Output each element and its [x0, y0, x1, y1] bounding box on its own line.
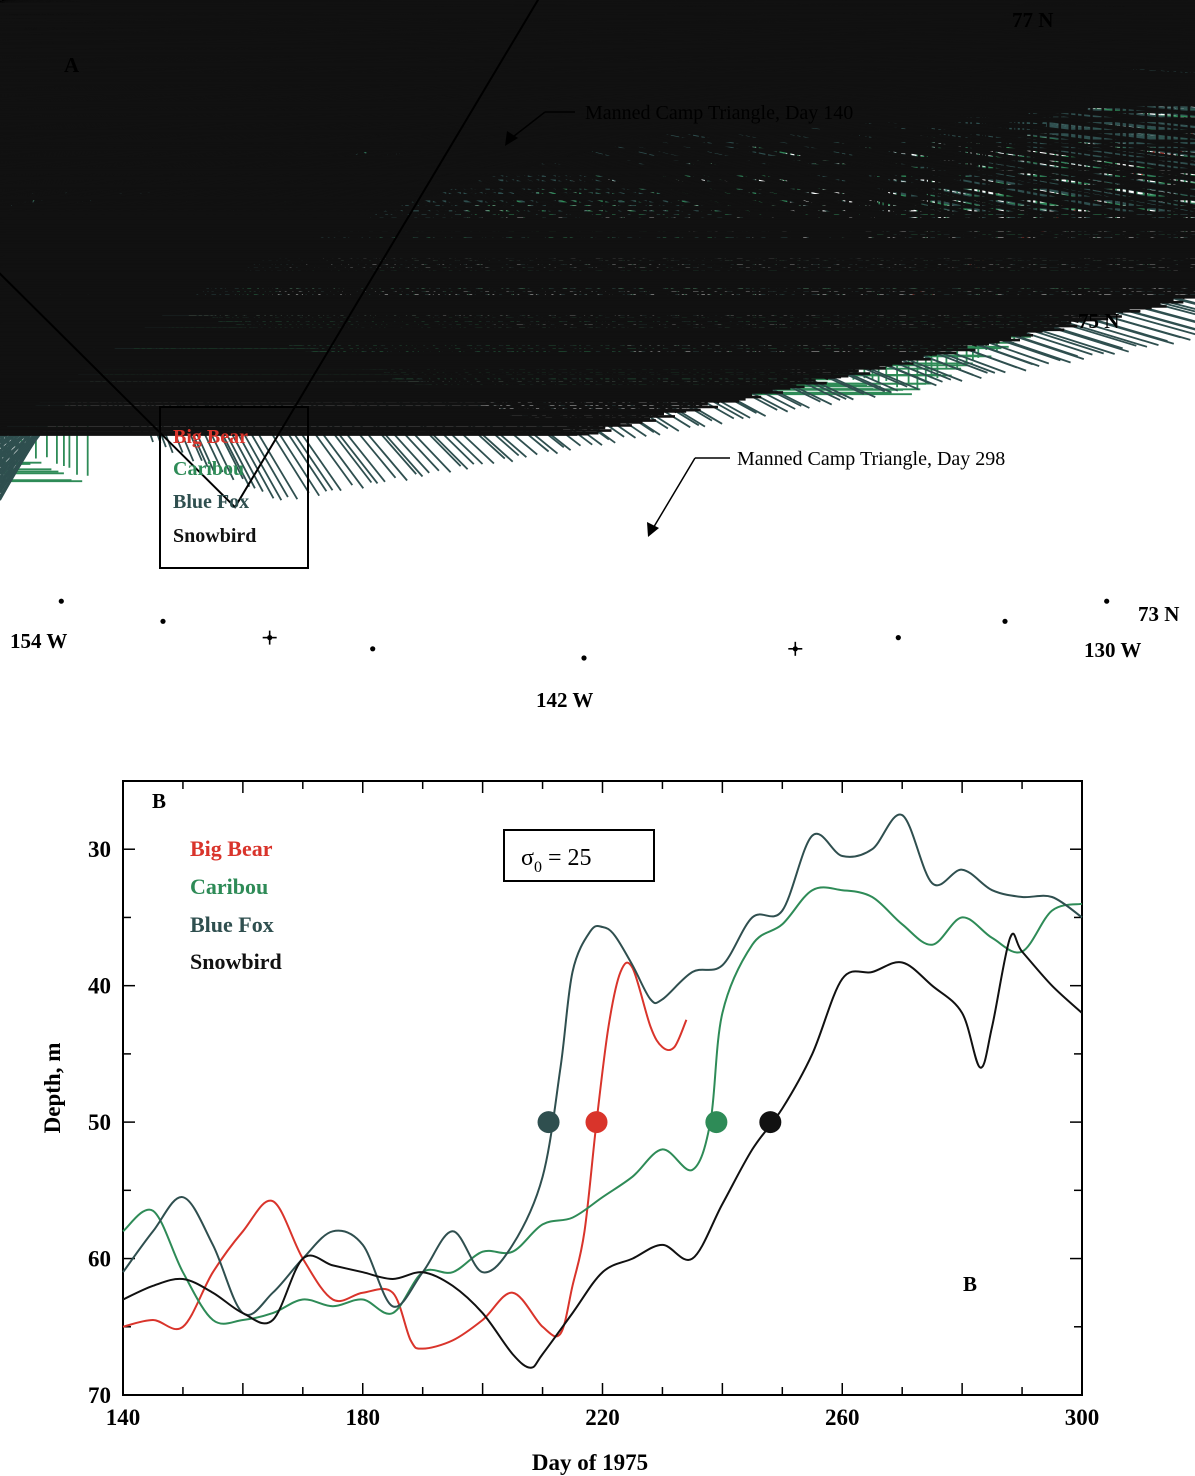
map-panel-a: A 77 N 75 N 73 N 154 W 142 W 130 W Manne… — [0, 0, 1195, 740]
frame-dot — [581, 655, 586, 660]
frame-dot — [59, 599, 64, 604]
frame-dot — [370, 646, 375, 651]
frame-dot — [896, 635, 901, 640]
frame-dot — [160, 619, 165, 624]
frame-dot — [1002, 619, 1007, 624]
frame-dot — [1104, 599, 1109, 604]
